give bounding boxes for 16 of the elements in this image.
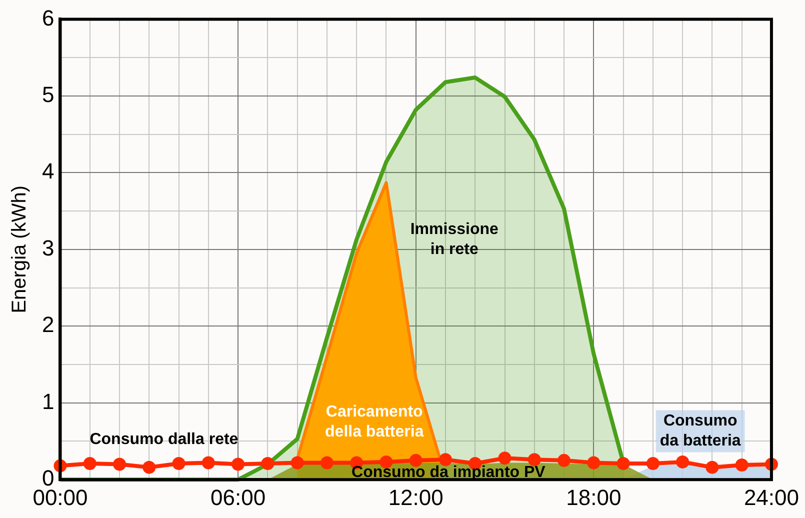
y-tick-label: 6	[42, 5, 54, 30]
x-tick-label: 24:00	[744, 484, 800, 510]
y-tick-label: 2	[42, 312, 54, 338]
x-tick-label: 12:00	[388, 484, 444, 510]
x-tick-label: 18:00	[566, 484, 622, 510]
series-label: Caricamento della batteria	[325, 403, 424, 440]
x-tick-label: 06:00	[210, 484, 266, 510]
series-label: Consumo da batteria	[660, 412, 741, 450]
series-label: Consumo da impianto PV	[352, 464, 546, 482]
y-tick-label: 1	[42, 388, 54, 414]
y-tick-label: 3	[42, 235, 54, 260]
y-tick-label: 5	[42, 82, 54, 107]
series-label: Immissione in rete	[410, 220, 498, 258]
y-axis-title: Energia (kWh)	[8, 185, 31, 314]
series-label: Consumo dalla rete	[90, 431, 238, 448]
y-tick-label: 4	[42, 158, 54, 184]
